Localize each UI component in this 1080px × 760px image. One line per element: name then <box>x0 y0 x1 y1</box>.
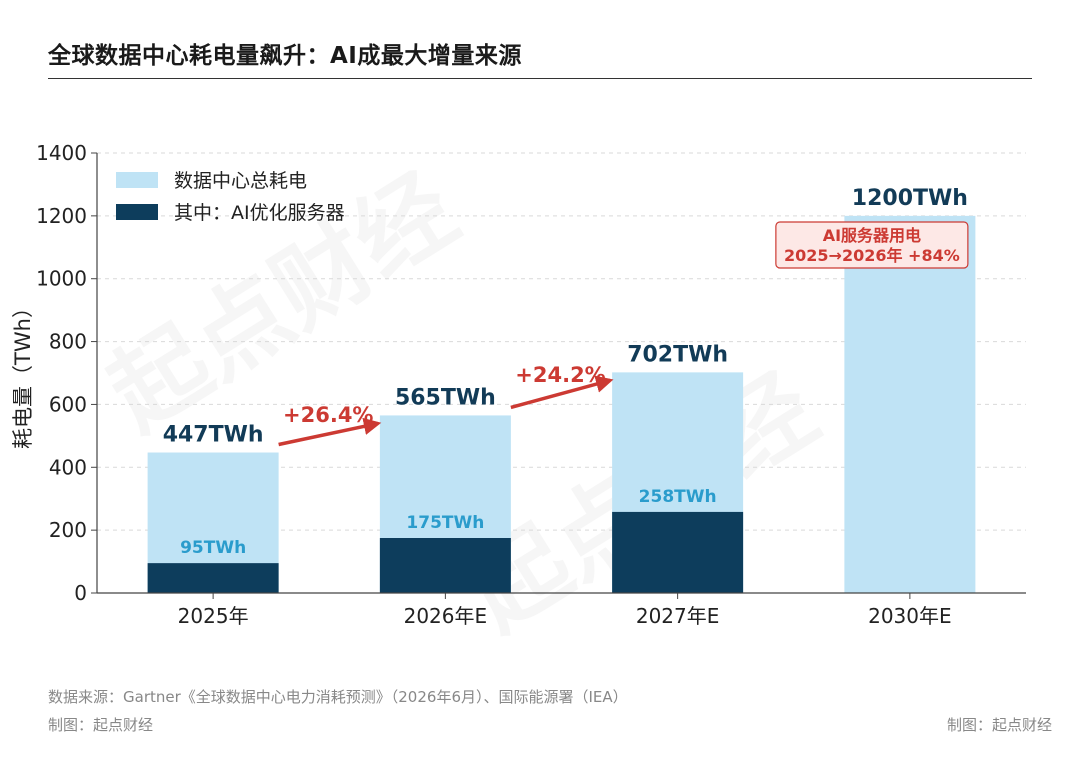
y-tick-label: 1200 <box>36 204 87 228</box>
legend-swatch <box>116 204 158 220</box>
callout-line-2: 2025→2026年 +84% <box>784 246 960 265</box>
y-tick-label: 200 <box>49 518 87 542</box>
callout-box <box>775 221 969 269</box>
y-tick-label: 800 <box>49 330 87 354</box>
total-value-label: 702TWh <box>627 342 728 367</box>
chart-title: 全球数据中心耗电量飙升：AI成最大增量来源 <box>48 43 522 69</box>
growth-label: +24.2% <box>515 363 605 387</box>
total-value-label: 447TWh <box>163 423 264 448</box>
total-value-label: 1200TWh <box>852 186 968 211</box>
ai-value-label: 258TWh <box>639 487 717 507</box>
y-tick-label: 1000 <box>36 267 87 291</box>
credit-left: 制图：起点财经 <box>48 716 154 734</box>
bar-ai <box>379 538 511 593</box>
legend-label: 其中：AI优化服务器 <box>174 202 345 224</box>
x-tick-label: 2026年E <box>404 604 488 628</box>
x-tick-label: 2027年E <box>636 604 720 628</box>
bar-ai <box>147 563 279 593</box>
growth-arrow <box>278 417 382 447</box>
title-divider <box>48 78 1032 79</box>
y-tick-label: 1400 <box>36 141 87 165</box>
bar-chart: 起点财经起点财经 02004006008001000120014002025年2… <box>11 141 1026 628</box>
y-tick-label: 0 <box>74 581 87 605</box>
growth-arrow <box>510 375 614 410</box>
y-tick-label: 600 <box>49 392 87 416</box>
x-tick-label: 2025年 <box>178 604 249 628</box>
legend-label: 数据中心总耗电 <box>174 170 307 192</box>
growth-label: +26.4% <box>283 403 373 427</box>
credit-right: 制图：起点财经 <box>946 716 1052 734</box>
legend-swatch <box>116 172 158 188</box>
bar-ai <box>612 511 744 593</box>
callout-line-1: AI服务器用电 <box>823 226 921 245</box>
bar-total <box>844 215 976 593</box>
x-tick-label: 2030年E <box>868 604 952 628</box>
ai-value-label: 175TWh <box>406 513 484 533</box>
y-axis-label: 耗电量（TWh） <box>11 297 35 449</box>
total-value-label: 565TWh <box>395 385 496 410</box>
y-tick-label: 400 <box>49 455 87 479</box>
data-source-note: 数据来源：Gartner《全球数据中心电力消耗预测》（2026年6月）、国际能源… <box>48 688 628 706</box>
ai-value-label: 95TWh <box>180 538 246 558</box>
